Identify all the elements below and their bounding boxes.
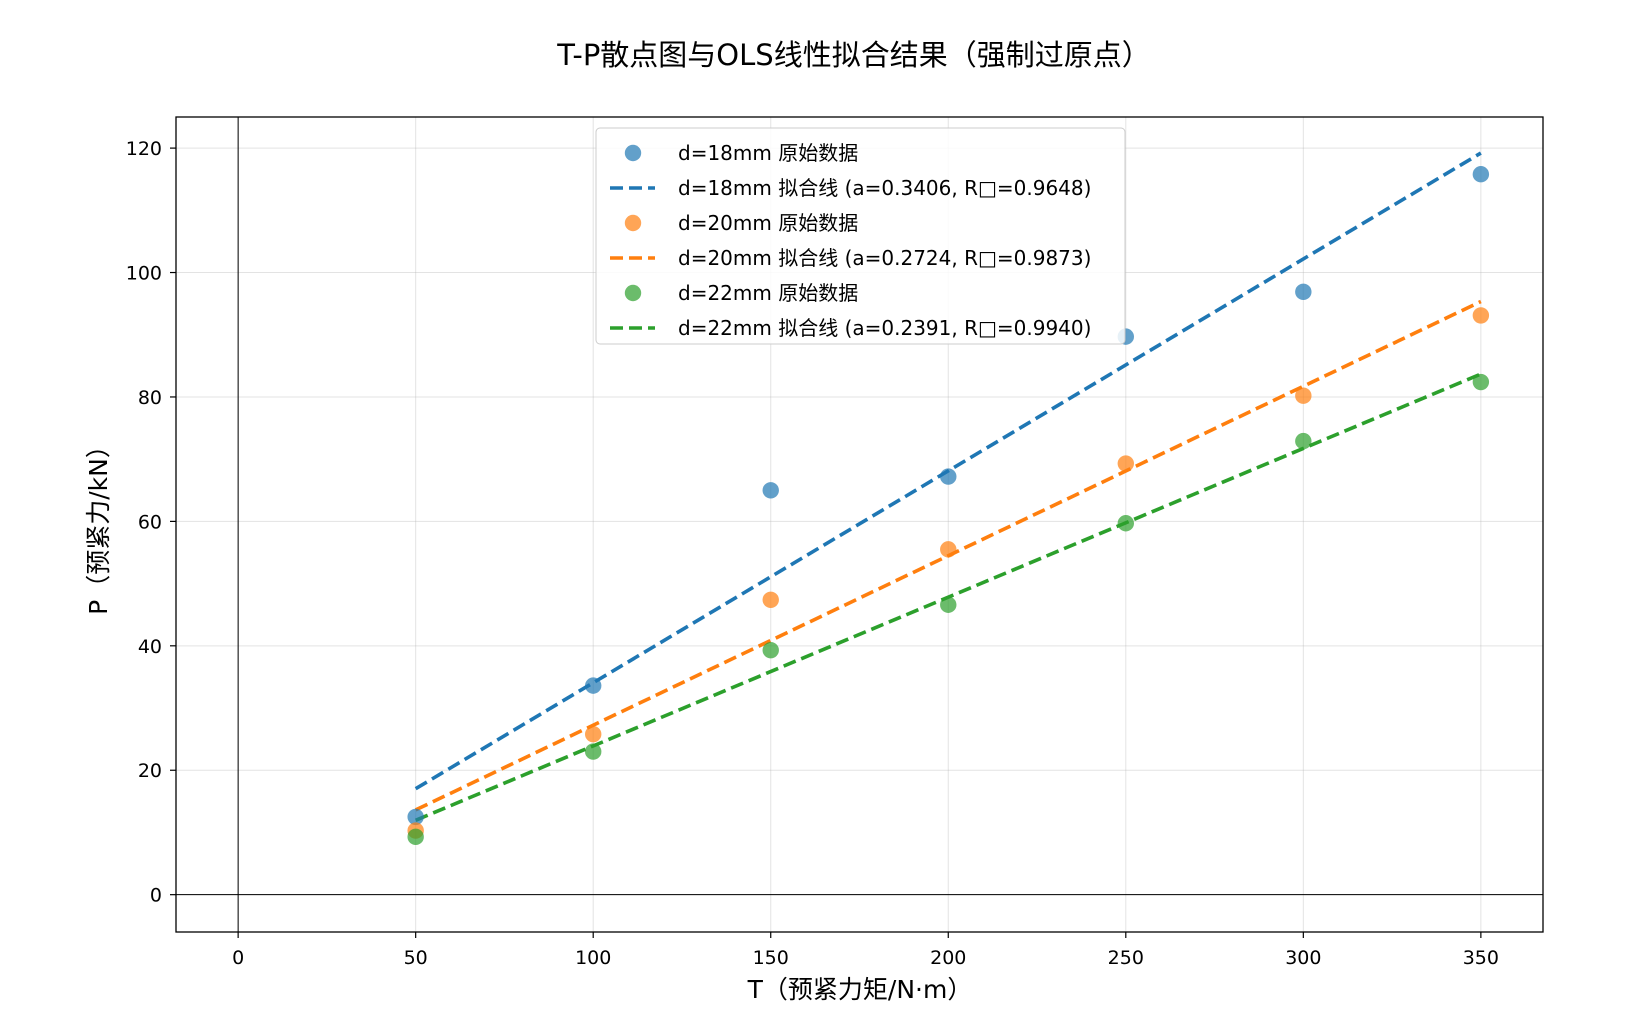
y-tick-label: 100: [126, 263, 162, 285]
data-point-2-6: [1472, 307, 1490, 324]
legend-entry: d=20mm 原始数据: [678, 211, 858, 235]
data-point-0-6: [1472, 166, 1490, 183]
x-axis-label: T（预紧力矩/N·m）: [747, 975, 973, 1004]
legend-entry: d=22mm 拟合线 (a=0.2391, R□=0.9940): [678, 316, 1091, 340]
x-tick-label: 350: [1463, 947, 1499, 969]
data-point-2-1: [585, 725, 602, 743]
data-point-4-3: [940, 596, 957, 613]
x-axis-ticks: 0 50 100 150 200 250 300 350: [232, 932, 1499, 969]
legend-entry: d=20mm 拟合线 (a=0.2724, R□=0.9873): [678, 246, 1091, 270]
scatter-points: [407, 166, 1490, 846]
data-point-4-2: [762, 641, 779, 659]
x-tick-label: 200: [930, 947, 966, 969]
legend-point-marker: [624, 214, 642, 232]
y-axis-label: P（预紧力/kN）: [84, 433, 113, 615]
y-tick-label: 60: [138, 511, 162, 533]
x-tick-label: 0: [232, 947, 244, 969]
x-tick-label: 250: [1108, 947, 1144, 969]
data-point-2-2: [762, 591, 779, 608]
legend-box: [595, 127, 1126, 345]
legend-entry: d=18mm 原始数据: [678, 141, 858, 165]
data-point-2-3: [940, 541, 957, 558]
data-point-0-3: [940, 468, 957, 485]
x-tick-label: 100: [575, 947, 611, 969]
chart-title: T-P散点图与OLS线性拟合结果（强制过原点）: [556, 38, 1150, 72]
y-tick-label: 120: [126, 138, 162, 160]
y-tick-label: 20: [138, 760, 162, 782]
data-point-0-2: [762, 482, 779, 499]
data-point-4-0: [407, 828, 424, 846]
data-point-4-4: [1117, 515, 1134, 532]
x-tick-label: 150: [753, 947, 789, 969]
zero-lines: [176, 117, 1543, 932]
legend-point-marker: [624, 144, 642, 162]
legend-entry: d=18mm 拟合线 (a=0.3406, R□=0.9648): [678, 176, 1091, 200]
y-tick-label: 80: [138, 387, 162, 409]
data-point-2-4: [1117, 455, 1134, 472]
data-point-2-5: [1295, 387, 1312, 404]
data-point-0-0: [407, 808, 424, 826]
data-point-0-1: [585, 677, 602, 694]
plot-frame: [175, 116, 1544, 933]
y-axis-ticks: 0 20 40 60 80 100 120: [126, 138, 176, 907]
data-point-4-6: [1472, 373, 1490, 391]
legend-point-marker: [624, 284, 642, 302]
data-point-4-1: [585, 743, 602, 760]
y-tick-label: 0: [150, 885, 162, 907]
legend: d=18mm 原始数据 d=18mm 拟合线 (a=0.3406, R□=0.96…: [595, 127, 1126, 345]
legend-items: d=18mm 原始数据 d=18mm 拟合线 (a=0.3406, R□=0.96…: [610, 141, 1091, 340]
y-tick-label: 40: [138, 636, 162, 658]
x-tick-label: 300: [1285, 947, 1321, 969]
data-point-0-5: [1295, 283, 1312, 301]
x-tick-label: 50: [404, 947, 428, 969]
data-point-4-5: [1295, 432, 1312, 450]
legend-entry: d=22mm 原始数据: [678, 281, 858, 305]
